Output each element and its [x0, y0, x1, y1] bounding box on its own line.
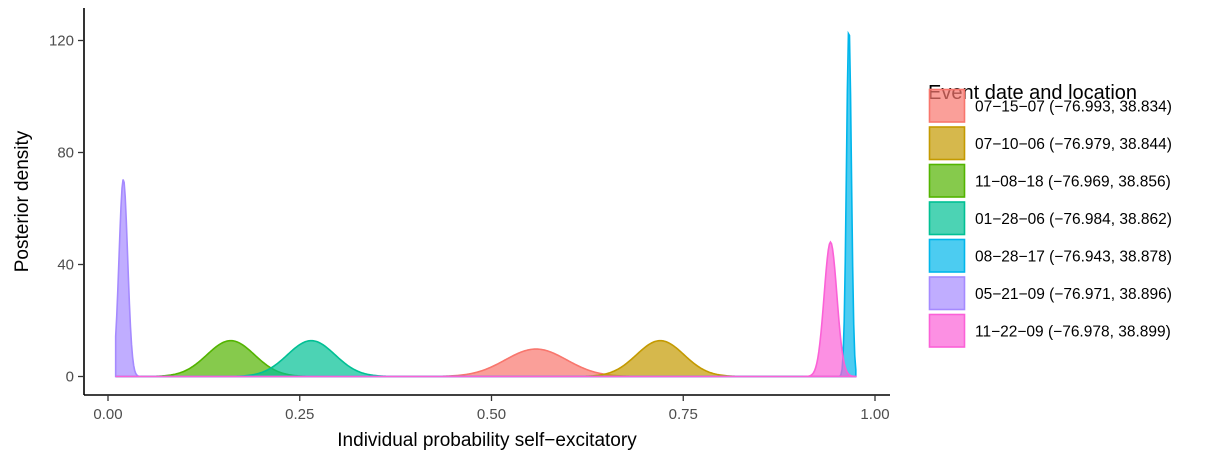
x-tick-label: 0.00: [93, 406, 122, 423]
legend-label-4: 01−28−06 (−76.984, 38.862): [975, 211, 1172, 228]
legend-key-7: [928, 313, 966, 348]
legend-label-2: 07−10−06 (−76.979, 38.844): [975, 136, 1172, 153]
axes: 0.00 0.25 0.50 0.75 1.00 0 40 80 120: [49, 8, 890, 423]
density-area-7: [115, 240, 857, 378]
legend-label-1: 07−15−07 (−76.993, 38.834): [975, 99, 1172, 116]
legend-key-6: [928, 276, 966, 311]
y-axis-title: Posterior density: [12, 130, 33, 272]
legend-title: Event date and location: [928, 82, 1137, 104]
y-tick-label: 80: [57, 145, 74, 162]
y-tick-label: 40: [57, 257, 74, 274]
legend: 07−15−07 (−76.993, 38.834) 07−10−06 (−76.…: [928, 88, 1172, 348]
x-tick-label: 0.75: [669, 406, 698, 423]
x-tick-label: 0.50: [477, 406, 506, 423]
legend-key-5: [928, 238, 966, 273]
legend-label-3: 11−08−18 (−76.969, 38.856): [975, 174, 1171, 191]
legend-key-4: [928, 201, 966, 236]
density-area-5: [115, 30, 857, 378]
legend-key-2: [928, 126, 966, 161]
legend-key-3: [928, 163, 966, 198]
x-tick-label: 0.25: [285, 406, 314, 423]
legend-label-5: 08−28−17 (−76.943, 38.878): [975, 249, 1172, 266]
x-tick-label: 1.00: [860, 406, 889, 423]
legend-label-7: 11−22−09 (−76.978, 38.899): [975, 324, 1171, 341]
y-tick-label: 120: [49, 33, 74, 50]
legend-key-1: [928, 88, 966, 123]
plot-area: [114, 30, 857, 378]
y-tick-label: 0: [66, 369, 74, 386]
legend-label-6: 05−21−09 (−76.971, 38.896): [975, 286, 1172, 303]
x-axis-title: Individual probability self−excitatory: [337, 430, 637, 450]
